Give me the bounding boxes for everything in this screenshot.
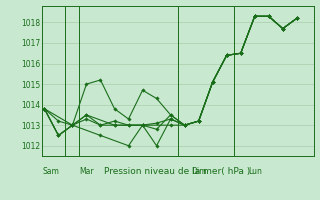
X-axis label: Pression niveau de la mer( hPa ): Pression niveau de la mer( hPa )	[104, 167, 251, 176]
Text: Sam: Sam	[43, 167, 60, 176]
Text: Lun: Lun	[248, 167, 262, 176]
Text: Dim: Dim	[191, 167, 206, 176]
Text: Mar: Mar	[79, 167, 94, 176]
